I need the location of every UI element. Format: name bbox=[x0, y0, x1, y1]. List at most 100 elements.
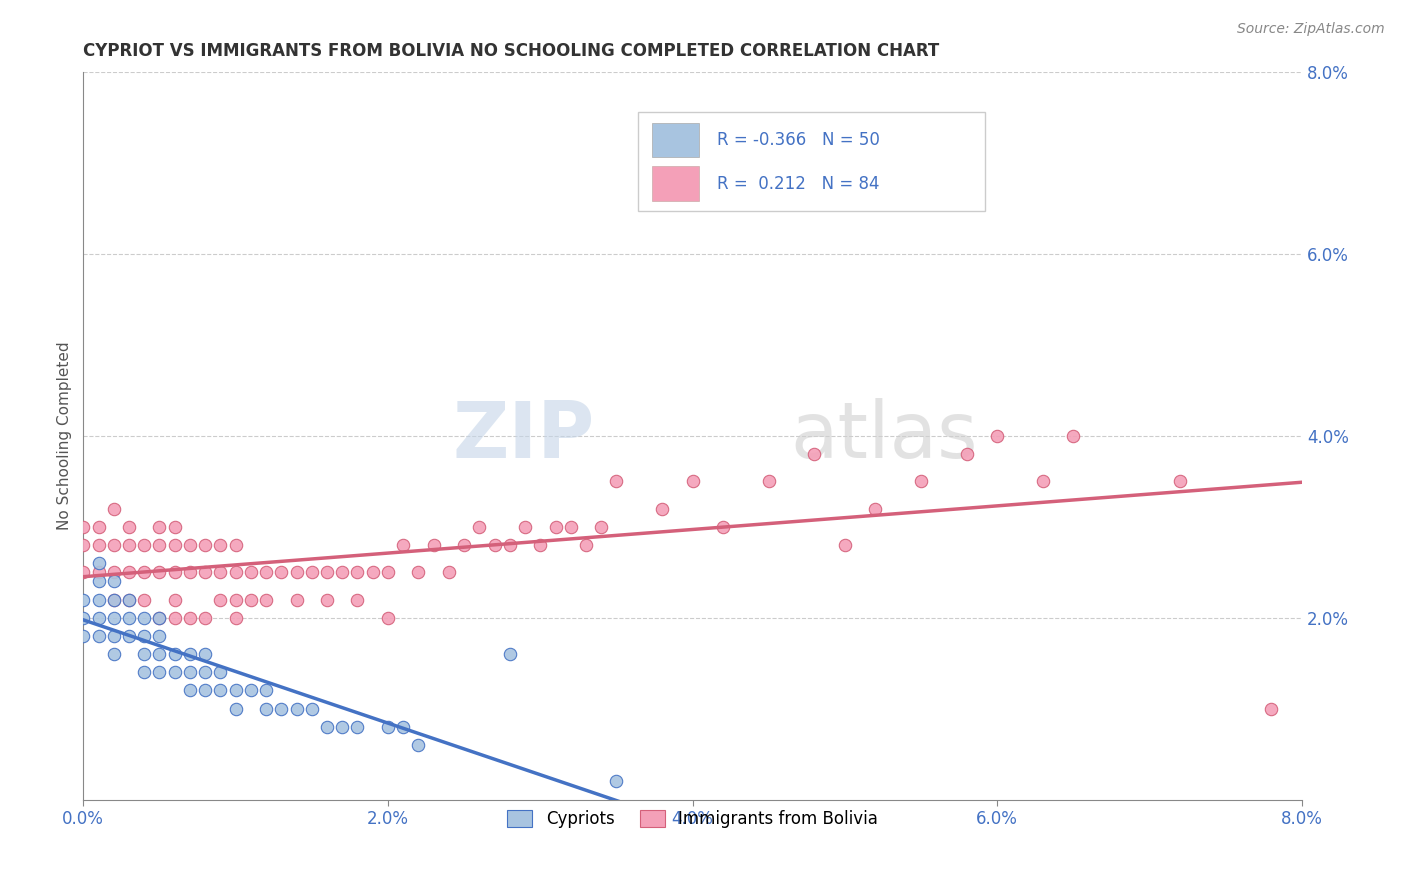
Point bbox=[87, 566, 110, 580]
Point bbox=[179, 647, 201, 661]
Point bbox=[72, 538, 94, 552]
Point bbox=[163, 611, 186, 625]
Point bbox=[484, 538, 506, 552]
Point bbox=[209, 665, 232, 680]
Point bbox=[301, 701, 323, 715]
Point bbox=[225, 701, 247, 715]
Text: ZIP: ZIP bbox=[453, 398, 595, 474]
Point bbox=[194, 647, 217, 661]
Point bbox=[72, 629, 94, 643]
Point bbox=[377, 611, 399, 625]
Point bbox=[134, 538, 156, 552]
Point bbox=[605, 475, 627, 489]
Point bbox=[103, 574, 125, 589]
Point bbox=[316, 720, 339, 734]
Point bbox=[575, 538, 598, 552]
Point bbox=[499, 647, 522, 661]
Point bbox=[103, 647, 125, 661]
Bar bbox=[652, 122, 699, 158]
Point bbox=[437, 566, 460, 580]
Text: atlas: atlas bbox=[790, 398, 977, 474]
Point bbox=[103, 566, 125, 580]
Text: CYPRIOT VS IMMIGRANTS FROM BOLIVIA NO SCHOOLING COMPLETED CORRELATION CHART: CYPRIOT VS IMMIGRANTS FROM BOLIVIA NO SC… bbox=[83, 42, 939, 60]
Point bbox=[118, 592, 141, 607]
Point bbox=[254, 701, 277, 715]
Point bbox=[87, 538, 110, 552]
Point bbox=[194, 665, 217, 680]
Point bbox=[134, 665, 156, 680]
Point bbox=[285, 701, 308, 715]
Point bbox=[499, 538, 522, 552]
Point bbox=[468, 520, 491, 534]
Point bbox=[392, 720, 415, 734]
Point bbox=[408, 566, 430, 580]
Point bbox=[225, 592, 247, 607]
Point bbox=[316, 566, 339, 580]
Point bbox=[377, 720, 399, 734]
Text: R = -0.366   N = 50: R = -0.366 N = 50 bbox=[717, 131, 880, 149]
Point bbox=[956, 447, 979, 461]
Point bbox=[72, 592, 94, 607]
Point bbox=[179, 665, 201, 680]
Point bbox=[239, 566, 262, 580]
Point bbox=[225, 566, 247, 580]
Point bbox=[118, 520, 141, 534]
Point bbox=[986, 429, 1008, 443]
Y-axis label: No Schooling Completed: No Schooling Completed bbox=[58, 342, 72, 530]
Point bbox=[301, 566, 323, 580]
Point bbox=[148, 629, 170, 643]
Point bbox=[194, 683, 217, 698]
Text: Source: ZipAtlas.com: Source: ZipAtlas.com bbox=[1237, 22, 1385, 37]
Point bbox=[1032, 475, 1054, 489]
Point bbox=[118, 629, 141, 643]
Point bbox=[118, 611, 141, 625]
Point bbox=[316, 592, 339, 607]
Point bbox=[209, 566, 232, 580]
Point bbox=[254, 592, 277, 607]
Point bbox=[163, 538, 186, 552]
Point bbox=[225, 538, 247, 552]
Point bbox=[209, 683, 232, 698]
Point bbox=[270, 701, 292, 715]
Point bbox=[225, 683, 247, 698]
Point bbox=[148, 520, 170, 534]
Point bbox=[148, 611, 170, 625]
Point bbox=[163, 566, 186, 580]
Point bbox=[148, 538, 170, 552]
Point bbox=[209, 538, 232, 552]
Point bbox=[87, 520, 110, 534]
Point bbox=[270, 566, 292, 580]
Point bbox=[179, 566, 201, 580]
Point bbox=[179, 538, 201, 552]
Point bbox=[239, 683, 262, 698]
Point bbox=[346, 566, 368, 580]
Point bbox=[148, 611, 170, 625]
Point bbox=[377, 566, 399, 580]
Text: R =  0.212   N = 84: R = 0.212 N = 84 bbox=[717, 175, 880, 193]
Point bbox=[163, 665, 186, 680]
Point bbox=[194, 566, 217, 580]
Point bbox=[134, 566, 156, 580]
Point bbox=[254, 566, 277, 580]
Point bbox=[87, 556, 110, 570]
Point bbox=[118, 592, 141, 607]
Point bbox=[103, 629, 125, 643]
Point bbox=[179, 611, 201, 625]
Point bbox=[1062, 429, 1084, 443]
Point bbox=[194, 611, 217, 625]
Point bbox=[682, 475, 704, 489]
Point bbox=[72, 566, 94, 580]
Point bbox=[361, 566, 384, 580]
Point bbox=[163, 520, 186, 534]
Point bbox=[392, 538, 415, 552]
Point bbox=[163, 647, 186, 661]
Point bbox=[87, 611, 110, 625]
Point bbox=[72, 611, 94, 625]
Point bbox=[194, 538, 217, 552]
Point bbox=[865, 501, 887, 516]
Point bbox=[72, 520, 94, 534]
Point bbox=[1260, 701, 1282, 715]
Point bbox=[103, 592, 125, 607]
Point bbox=[148, 665, 170, 680]
Point bbox=[103, 501, 125, 516]
